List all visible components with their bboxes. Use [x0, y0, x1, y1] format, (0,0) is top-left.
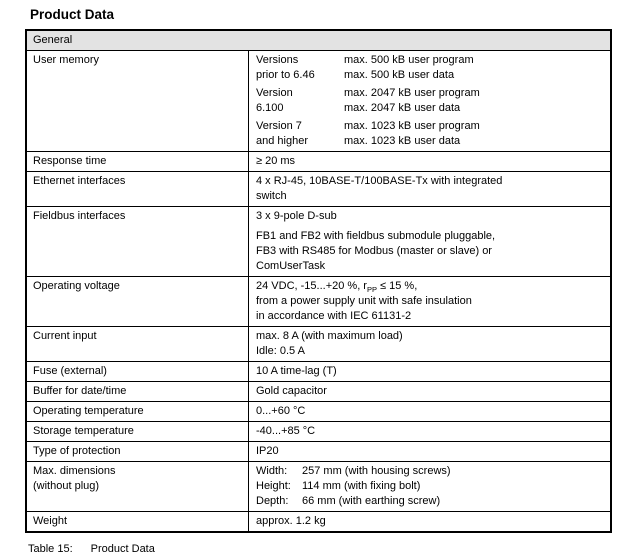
table-caption: Table 15: Product Data	[28, 542, 620, 557]
row-label: Fieldbus interfaces	[27, 207, 249, 276]
row-value: 24 VDC, -15...+20 %, rPP ≤ 15 %, from a …	[249, 277, 610, 326]
table-row-type-of-protection: Type of protection IP20	[27, 442, 610, 462]
table-row-fieldbus-interfaces: Fieldbus interfaces 3 x 9-pole D-sub FB1…	[27, 207, 610, 277]
dimension-row: Height: 114 mm (with fixing bolt)	[256, 480, 421, 492]
row-label: Type of protection	[27, 442, 249, 461]
row-value: 4 x RJ-45, 10BASE-T/100BASE-Tx with inte…	[256, 175, 503, 202]
table-row-response-time: Response time ≥ 20 ms	[27, 152, 610, 172]
row-label: Weight	[27, 512, 249, 531]
row-value: 3 x 9-pole D-sub FB1 and FB2 with fieldb…	[256, 210, 496, 272]
row-value: Gold capacitor	[256, 385, 327, 397]
row-label: Ethernet interfaces	[27, 172, 249, 206]
row-label: Fuse (external)	[27, 362, 249, 381]
memory-version: Versions prior to 6.46	[256, 54, 315, 81]
row-value: max. 8 A (with maximum load) Idle: 0.5 A	[256, 330, 403, 357]
table-row-operating-voltage: Operating voltage 24 VDC, -15...+20 %, r…	[27, 277, 610, 327]
row-value: ≥ 20 ms	[256, 155, 296, 167]
memory-version: Version 7 and higher	[256, 120, 308, 147]
page-title: Product Data	[30, 7, 115, 22]
memory-version-group: Version 7 and higher max. 1023 kB user p…	[256, 119, 603, 149]
row-label: Current input	[27, 327, 249, 361]
row-label: User memory	[27, 51, 249, 151]
table-row-buffer-date-time: Buffer for date/time Gold capacitor	[27, 382, 610, 402]
row-value: -40...+85 °C	[256, 425, 316, 437]
table-row-operating-temperature: Operating temperature 0...+60 °C	[27, 402, 610, 422]
row-value: IP20	[256, 445, 279, 457]
row-value: approx. 1.2 kg	[256, 515, 326, 527]
memory-values: max. 500 kB user program max. 500 kB use…	[344, 54, 474, 81]
table-row-ethernet-interfaces: Ethernet interfaces 4 x RJ-45, 10BASE-T/…	[27, 172, 610, 207]
table-row-user-memory: User memory Versions prior to 6.46 max. …	[27, 51, 610, 152]
product-data-table: General User memory Versions prior to 6.…	[25, 29, 612, 533]
memory-values: max. 2047 kB user program max. 2047 kB u…	[344, 87, 480, 114]
table-row-max-dimensions: Max. dimensions (without plug) Width: 257…	[27, 462, 610, 512]
row-label: Response time	[27, 152, 249, 171]
table-section-header: General	[27, 31, 610, 51]
table-row-current-input: Current input max. 8 A (with maximum loa…	[27, 327, 610, 362]
row-value: Versions prior to 6.46 max. 500 kB user …	[249, 51, 610, 151]
memory-version-group: Version 6.100 max. 2047 kB user program …	[256, 86, 603, 116]
ripple-subscript: PP	[366, 285, 377, 295]
table-caption-text: Product Data	[90, 543, 155, 555]
voltage-line-with-subscript: 24 VDC, -15...+20 %, rPP ≤ 15 %,	[256, 280, 418, 295]
row-label: Max. dimensions (without plug)	[27, 462, 249, 511]
row-label: Operating voltage	[27, 277, 249, 326]
row-value: Width: 257 mm (with housing screws) Heigh…	[249, 462, 610, 511]
dimension-row: Depth: 66 mm (with earthing screw)	[256, 495, 441, 507]
table-row-storage-temperature: Storage temperature -40...+85 °C	[27, 422, 610, 442]
dimension-row: Width: 257 mm (with housing screws)	[256, 465, 451, 477]
row-value: 0...+60 °C	[256, 405, 306, 417]
memory-values: max. 1023 kB user program max. 1023 kB u…	[344, 120, 480, 147]
memory-version: Version 6.100	[256, 87, 293, 114]
table-row-fuse-external: Fuse (external) 10 A time-lag (T)	[27, 362, 610, 382]
table-row-weight: Weight approx. 1.2 kg	[27, 512, 610, 531]
row-label: Storage temperature	[27, 422, 249, 441]
memory-version-group: Versions prior to 6.46 max. 500 kB user …	[256, 53, 603, 83]
row-value: 10 A time-lag (T)	[256, 365, 337, 377]
row-label: Operating temperature	[27, 402, 249, 421]
table-caption-label: Table 15:	[28, 543, 73, 555]
row-label: Buffer for date/time	[27, 382, 249, 401]
